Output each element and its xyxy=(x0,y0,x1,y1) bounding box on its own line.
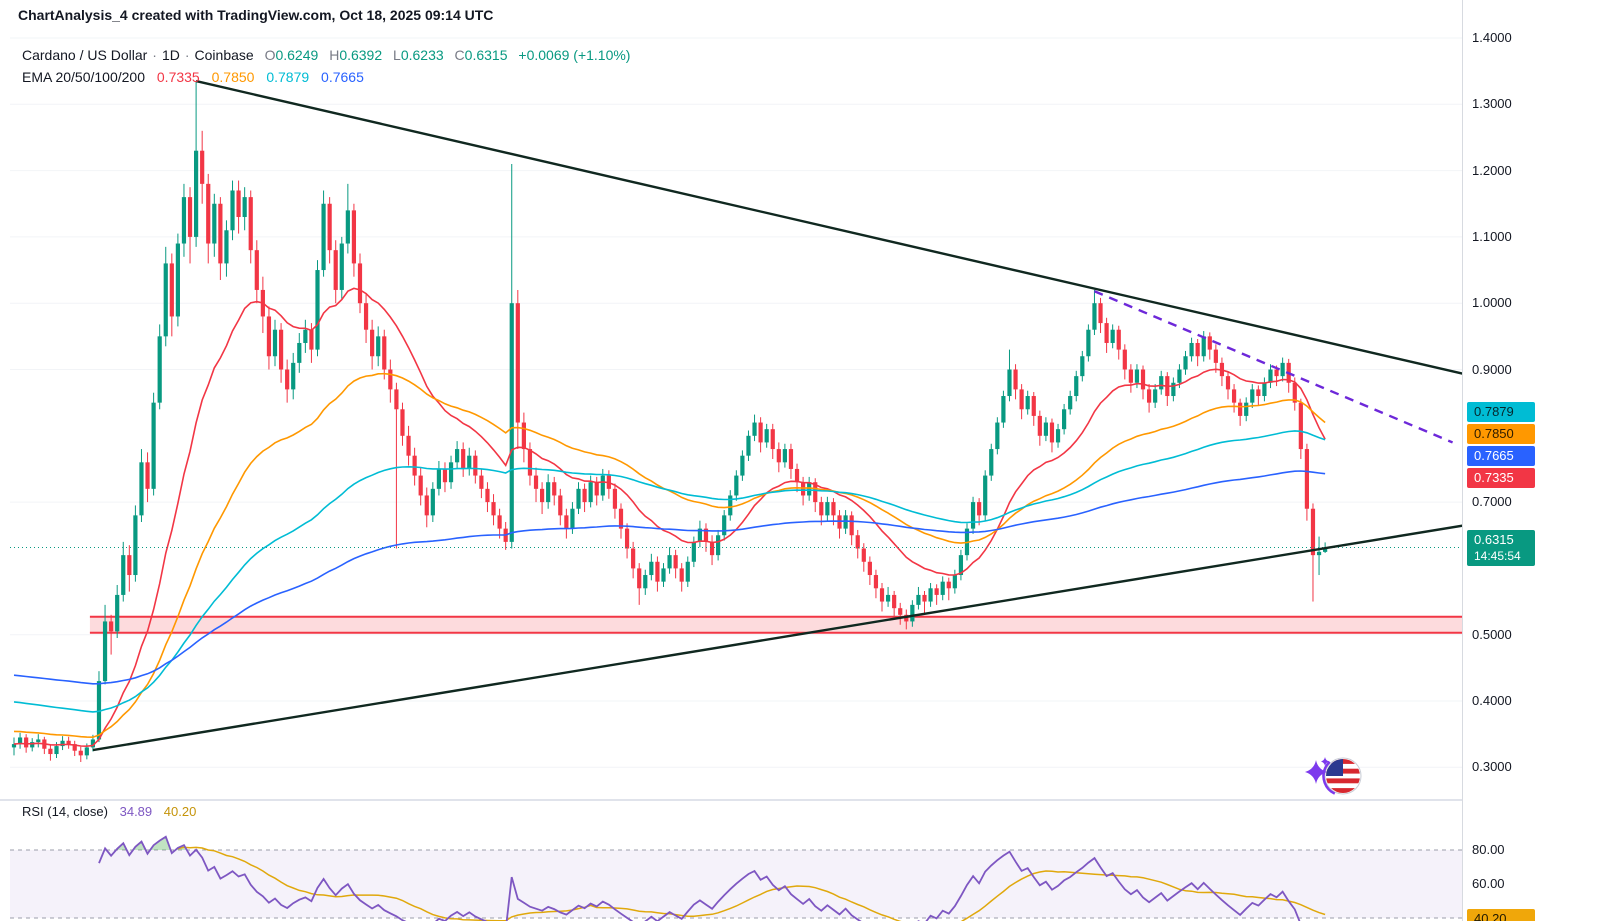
ema20-value: 0.7335 xyxy=(156,69,200,85)
ema-indicator-label[interactable]: EMA 20/50/100/200 xyxy=(22,69,145,85)
descending-dashed-trendline xyxy=(1093,290,1454,444)
price-axis[interactable]: 1.4000 1.3000 1.2000 1.1000 1.0000 0.9000 0.70… xyxy=(1462,0,1600,921)
bar-countdown: 14:45:54 xyxy=(1474,549,1521,563)
rsi-line xyxy=(98,835,1301,921)
sparkle-icon xyxy=(1305,757,1329,784)
ema-lines xyxy=(13,287,1326,748)
candles xyxy=(11,81,1328,762)
symbol-name[interactable]: Cardano / US Dollar xyxy=(22,47,148,63)
ema-price-badge: 0.7665 xyxy=(1467,446,1535,466)
rsi-ma-badge: 40.20 xyxy=(1467,908,1535,921)
ema200-value: 0.7665 xyxy=(321,69,364,85)
separator: · xyxy=(184,47,190,63)
price-tick-label: 1.3000 xyxy=(1472,96,1512,112)
current-price-badge: 0.6315 14:45:54 xyxy=(1467,530,1535,566)
rsi-pane[interactable]: RSI (14, close) 34.89 40.20 xyxy=(10,800,1462,921)
price-tick-label: 0.5000 xyxy=(1472,626,1512,642)
watermark-text: ChartAnalysis_4 created with TradingView… xyxy=(18,7,494,23)
ohlc-open: O0.6249 xyxy=(264,47,319,63)
separator: · xyxy=(152,47,157,63)
rsi-chart[interactable] xyxy=(10,800,1462,921)
price-tick-label: 1.4000 xyxy=(1472,30,1512,45)
ema20-line xyxy=(13,287,1326,748)
rsi-level-label: 60.00 xyxy=(1472,876,1505,891)
price-change: +0.0069 (+1.10%) xyxy=(518,47,631,63)
ema100-value: 0.7879 xyxy=(266,69,310,85)
rsi-indicator-label[interactable]: RSI (14, close) xyxy=(22,804,108,819)
rsi-ma-line xyxy=(177,846,1326,921)
current-price-value: 0.6315 xyxy=(1474,532,1514,547)
price-tick-label: 0.9000 xyxy=(1472,361,1512,377)
price-tick-label: 0.4000 xyxy=(1472,693,1512,708)
symbol-legend: Cardano / US Dollar · 1D · Coinbase O0.6249 … xyxy=(22,46,630,64)
ema50-value: 0.7850 xyxy=(211,69,255,85)
ohlc-high: H0.6392 xyxy=(329,47,383,63)
rsi-value: 34.89 xyxy=(119,804,153,819)
price-tick-label: 1.2000 xyxy=(1472,162,1512,178)
trendlines xyxy=(92,79,1462,752)
rsi-legend: RSI (14, close) 34.89 40.20 xyxy=(22,803,196,821)
price-tick-label: 1.1000 xyxy=(1472,228,1512,244)
price-tick-label: 1.0000 xyxy=(1472,295,1512,311)
exchange-label[interactable]: Coinbase xyxy=(194,47,254,63)
ema-legend: EMA 20/50/100/200 0.7335 0.7850 0.7879 0… xyxy=(22,68,364,86)
price-tick-label: 0.7000 xyxy=(1472,494,1512,510)
rsi-overbought-fill xyxy=(150,836,171,850)
ema-price-badge: 0.7879 xyxy=(1467,402,1535,422)
support-zone xyxy=(89,615,1462,634)
rsi-level-label: 80.00 xyxy=(1472,842,1505,857)
ema-price-badge: 0.7850 xyxy=(1467,424,1535,444)
ohlc-close: C0.6315 xyxy=(454,47,508,63)
pane-divider[interactable] xyxy=(0,799,1600,801)
candlestick-chart[interactable] xyxy=(10,30,1462,800)
ema100-line xyxy=(13,430,1326,713)
price-chart-pane[interactable]: Cardano / US Dollar · 1D · Coinbase O0.6249 … xyxy=(10,30,1462,800)
lower-support-trendline xyxy=(92,524,1462,752)
rsi-overbought-fill xyxy=(133,841,146,850)
ema-price-badge: 0.7335 xyxy=(1467,468,1535,488)
interval-label[interactable]: 1D xyxy=(161,47,180,63)
price-tick-label: 0.3000 xyxy=(1472,759,1512,775)
ohlc-low: L0.6233 xyxy=(393,47,444,63)
brand-logo xyxy=(1303,753,1367,799)
rsi-ma-value: 40.20 xyxy=(163,804,197,819)
upper-resistance-trendline xyxy=(195,79,1462,375)
ema200-line xyxy=(13,470,1326,685)
usa-flag-icon xyxy=(1322,755,1364,797)
